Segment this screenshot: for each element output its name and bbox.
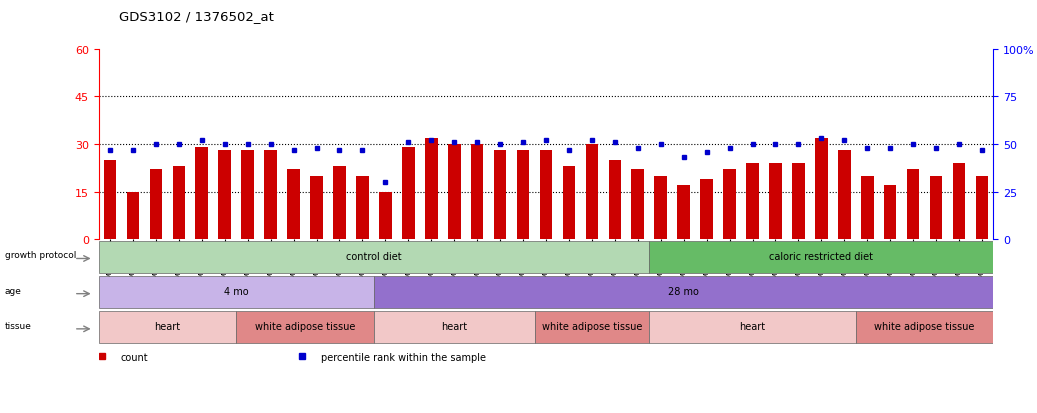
Bar [333, 167, 345, 240]
Bar [654, 176, 667, 240]
Bar [930, 176, 943, 240]
Text: heart: heart [155, 322, 180, 332]
Text: percentile rank within the sample: percentile rank within the sample [320, 353, 486, 363]
Bar [534, 311, 649, 343]
Bar [609, 160, 621, 240]
Bar [649, 311, 856, 343]
Bar [374, 311, 534, 343]
Bar [516, 151, 529, 240]
Text: count: count [120, 353, 148, 363]
Text: GDS3102 / 1376502_at: GDS3102 / 1376502_at [119, 10, 274, 23]
Bar [586, 145, 598, 240]
Bar [723, 170, 736, 240]
Bar [494, 151, 506, 240]
Bar [219, 151, 231, 240]
Bar [677, 186, 690, 240]
Bar [471, 145, 483, 240]
Bar [861, 176, 873, 240]
Text: 4 mo: 4 mo [224, 287, 249, 297]
Text: tissue: tissue [5, 321, 32, 330]
Bar [195, 148, 208, 240]
Text: growth protocol: growth protocol [5, 251, 77, 260]
Text: control diet: control diet [346, 252, 401, 261]
Bar [149, 170, 162, 240]
Bar [310, 176, 323, 240]
Text: 28 mo: 28 mo [668, 287, 699, 297]
Bar [425, 138, 438, 240]
Bar [747, 164, 759, 240]
Bar [769, 164, 782, 240]
Bar [287, 170, 300, 240]
Bar [792, 164, 805, 240]
Bar [700, 179, 712, 240]
Bar [236, 311, 374, 343]
Bar [264, 151, 277, 240]
Text: white adipose tissue: white adipose tissue [255, 322, 356, 332]
Bar [242, 151, 254, 240]
Bar [99, 311, 236, 343]
Bar [127, 192, 139, 240]
Bar [884, 186, 897, 240]
Bar [953, 164, 965, 240]
Text: heart: heart [441, 322, 468, 332]
Bar [539, 151, 553, 240]
Bar [104, 160, 116, 240]
Bar [838, 151, 850, 240]
Bar [448, 145, 460, 240]
Bar [99, 241, 649, 273]
Bar [649, 241, 993, 273]
Bar [99, 276, 374, 308]
Bar [632, 170, 644, 240]
Bar [906, 170, 920, 240]
Text: heart: heart [739, 322, 765, 332]
Bar [856, 311, 993, 343]
Bar [356, 176, 369, 240]
Bar [402, 148, 415, 240]
Text: white adipose tissue: white adipose tissue [541, 322, 642, 332]
Bar [815, 138, 828, 240]
Bar [374, 276, 993, 308]
Bar [172, 167, 186, 240]
Text: age: age [5, 286, 22, 295]
Text: caloric restricted diet: caloric restricted diet [769, 252, 873, 261]
Bar [563, 167, 576, 240]
Bar [976, 176, 988, 240]
Bar [380, 192, 392, 240]
Text: white adipose tissue: white adipose tissue [874, 322, 975, 332]
